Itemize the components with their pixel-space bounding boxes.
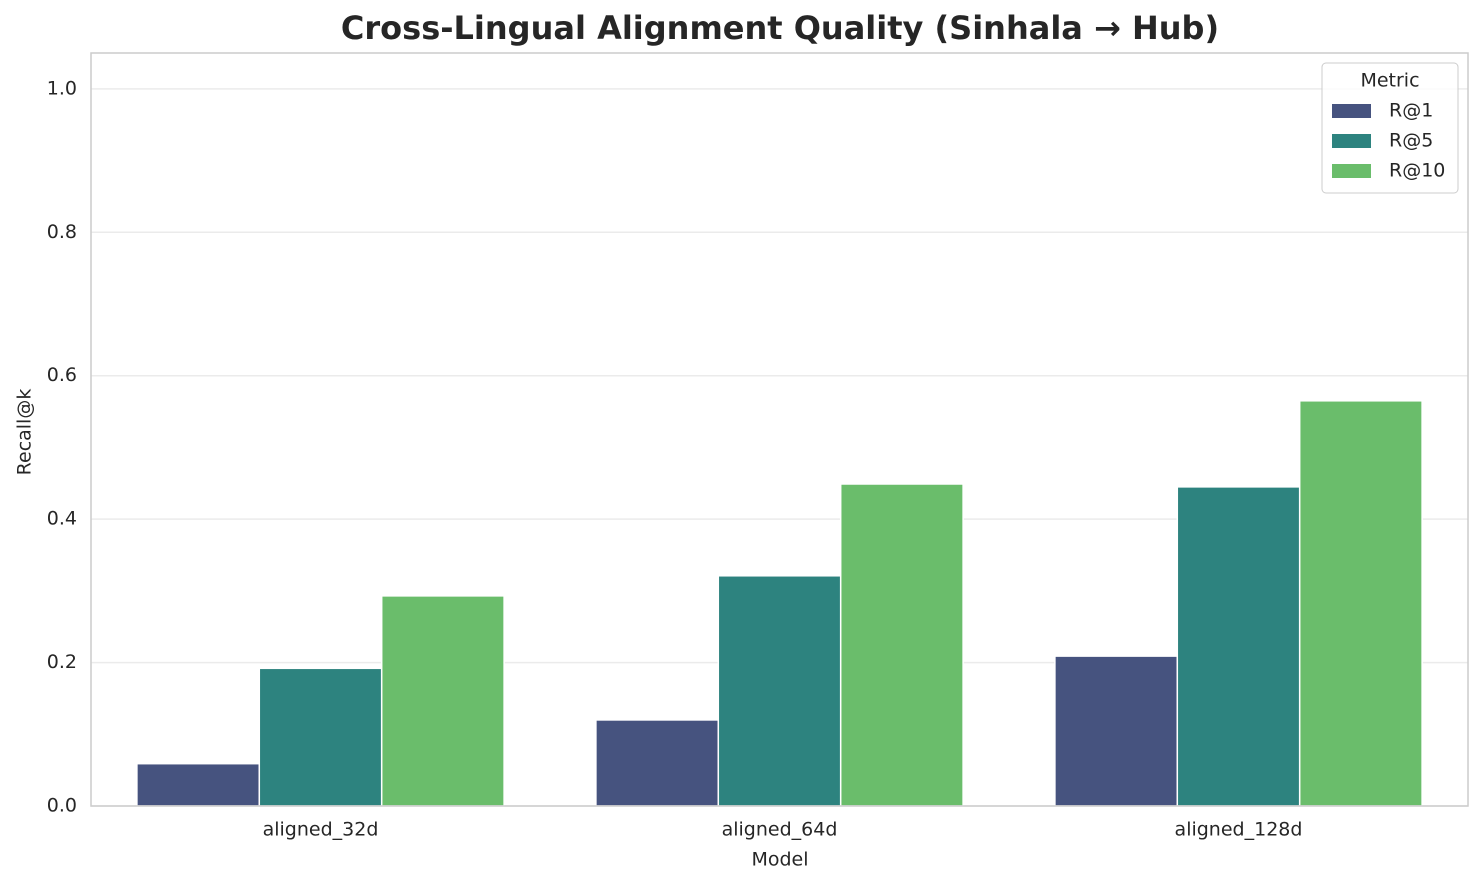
bar (839, 483, 964, 807)
bar (380, 595, 505, 807)
legend-title: Metric (1360, 70, 1419, 92)
bar (595, 719, 720, 807)
legend-swatch (1332, 104, 1371, 118)
plot-frame (90, 52, 1469, 807)
x-tick-label: aligned_32d (263, 819, 379, 841)
y-tick-label: 0.8 (47, 221, 77, 243)
bar (1054, 655, 1179, 807)
legend-label: R@10 (1389, 160, 1445, 182)
legend-label: R@1 (1389, 100, 1433, 122)
y-tick-label: 0.0 (47, 795, 77, 817)
legend-swatch (1332, 134, 1371, 148)
y-tick-label: 0.2 (47, 651, 77, 673)
y-tick-label: 0.4 (47, 508, 77, 530)
x-tick-label: aligned_128d (1175, 819, 1303, 841)
x-tick-label: aligned_64d (722, 819, 838, 841)
y-tick-label: 1.0 (47, 77, 77, 99)
y-tick-label: 0.6 (47, 364, 77, 386)
bar (1298, 400, 1423, 807)
bar (717, 575, 842, 807)
bar (136, 762, 261, 807)
legend-box (1321, 62, 1459, 194)
bar (1176, 486, 1301, 807)
legend-label: R@5 (1389, 130, 1433, 152)
x-axis-label: Model (751, 849, 808, 871)
chart-title: Cross-Lingual Alignment Quality (Sinhala… (341, 9, 1219, 47)
y-axis-label: Recall@k (14, 389, 36, 476)
bar (258, 667, 383, 807)
legend-swatch (1332, 164, 1371, 178)
